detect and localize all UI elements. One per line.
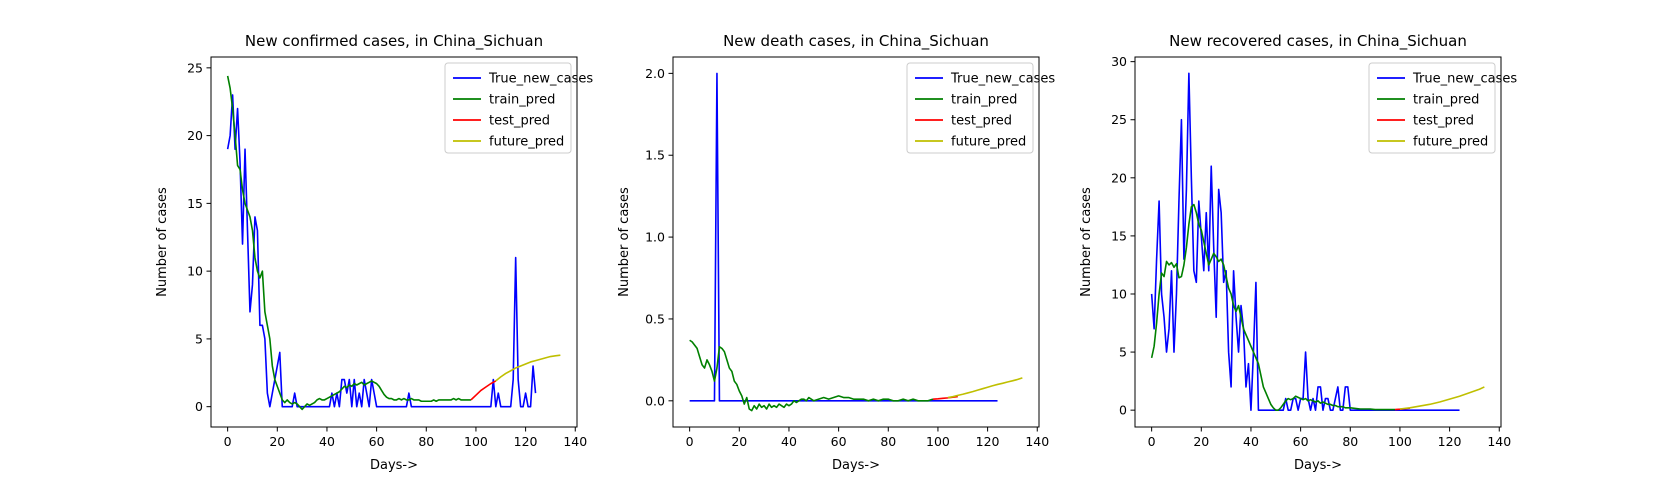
y-tick-label: 1.0 <box>645 230 665 245</box>
x-tick-label: 80 <box>880 434 896 449</box>
y-axis-label: Number of cases <box>1079 187 1094 297</box>
x-axis-label: Days-> <box>832 458 880 473</box>
y-axis-label: Number of cases <box>617 187 632 297</box>
y-tick-label: 0.0 <box>645 393 665 408</box>
y-tick-label: 0 <box>195 399 203 414</box>
series-line-train-pred <box>1150 203 1395 411</box>
legend-entry: train_pred <box>1413 93 1479 108</box>
x-tick-label: 20 <box>1193 434 1209 449</box>
x-tick-label: 60 <box>1293 434 1309 449</box>
plot-area <box>226 75 561 411</box>
legend-box <box>444 62 572 154</box>
series-line-true-new-cases <box>689 72 998 402</box>
legend: True_new_cases train_pred test_pred future_… <box>444 62 593 154</box>
chart-panel-3: New recovered cases, in China_Sichuan 0 20… <box>1079 32 1517 473</box>
axes-frame <box>210 56 578 428</box>
x-tick-label: 60 <box>369 434 385 449</box>
y-tick-label: 10 <box>187 264 203 279</box>
x-tick-label: 20 <box>731 434 747 449</box>
x-tick-label: 80 <box>1342 434 1358 449</box>
legend: True_new_cases train_pred test_pred future_… <box>1368 62 1517 154</box>
y-axis-label: Number of cases <box>155 187 170 297</box>
x-tick-label: 0 <box>224 434 232 449</box>
x-axis-label: Days-> <box>1294 458 1342 473</box>
series-line-future-pred <box>947 377 1023 399</box>
x-tick-label: 80 <box>418 434 434 449</box>
legend-entry: test_pred <box>951 114 1012 129</box>
y-tick-label: 15 <box>1111 228 1127 243</box>
legend-box <box>1368 62 1496 154</box>
y-tick-label: 15 <box>187 196 203 211</box>
plot-area <box>689 72 1023 412</box>
legend-entry: train_pred <box>951 93 1017 108</box>
series-line-future-pred <box>495 354 561 382</box>
series-line-train-pred <box>226 75 471 411</box>
series-line-true-new-cases <box>226 94 537 408</box>
x-tick-label: 140 <box>1487 434 1511 449</box>
legend-entry: future_pred <box>489 135 564 150</box>
x-tick-label: 40 <box>319 434 335 449</box>
x-axis-label: Days-> <box>370 458 418 473</box>
series-line-true-new-cases <box>1150 72 1460 411</box>
y-tick-label: 25 <box>1111 112 1127 127</box>
legend-entry: True_new_cases <box>950 72 1055 87</box>
x-tick-label: 40 <box>781 434 797 449</box>
x-tick-label: 140 <box>563 434 587 449</box>
y-tick-label: 20 <box>1111 170 1127 185</box>
y-tick-label: 5 <box>1119 345 1127 360</box>
legend-entry: future_pred <box>951 135 1026 150</box>
x-tick-label: 20 <box>269 434 285 449</box>
legend-entry: train_pred <box>489 93 555 108</box>
legend-box <box>906 62 1034 154</box>
x-tick-label: 100 <box>464 434 488 449</box>
legend-entry: True_new_cases <box>488 72 593 87</box>
y-tick-label: 1.5 <box>645 148 665 163</box>
x-tick-label: 120 <box>514 434 538 449</box>
x-tick-label: 40 <box>1243 434 1259 449</box>
legend-entry: future_pred <box>1413 135 1488 150</box>
series-line-future-pred <box>1399 386 1485 410</box>
x-tick-label: 0 <box>1148 434 1156 449</box>
chart-title: New death cases, in China_Sichuan <box>723 32 989 51</box>
axes-frame <box>672 56 1040 428</box>
y-tick-label: 10 <box>1111 286 1127 301</box>
y-tick-label: 0 <box>1119 403 1127 418</box>
x-tick-label: 120 <box>1438 434 1462 449</box>
x-tick-label: 100 <box>1388 434 1412 449</box>
y-tick-label: 25 <box>187 60 203 75</box>
series-line-test-pred <box>470 380 497 401</box>
chart-title: New recovered cases, in China_Sichuan <box>1169 32 1467 51</box>
x-tick-label: 140 <box>1025 434 1049 449</box>
y-tick-label: 30 <box>1111 54 1127 69</box>
y-tick-label: 5 <box>195 331 203 346</box>
legend-entry: test_pred <box>1413 114 1474 129</box>
y-tick-label: 0.5 <box>645 311 665 326</box>
legend: True_new_cases train_pred test_pred future_… <box>906 62 1055 154</box>
x-tick-label: 0 <box>686 434 694 449</box>
chart-title: New confirmed cases, in China_Sichuan <box>245 32 543 51</box>
x-tick-label: 100 <box>926 434 950 449</box>
series-line-train-pred <box>689 339 934 412</box>
x-tick-label: 60 <box>831 434 847 449</box>
axes-frame <box>1134 56 1502 428</box>
x-tick-label: 120 <box>976 434 1000 449</box>
y-tick-label: 20 <box>187 128 203 143</box>
legend-entry: test_pred <box>489 114 550 129</box>
chart-panel-1: New confirmed cases, in China_Sichuan 0 20… <box>155 32 593 473</box>
plot-area <box>1150 72 1485 411</box>
y-tick-label: 2.0 <box>645 66 665 81</box>
legend-entry: True_new_cases <box>1412 72 1517 87</box>
chart-panel-2: New death cases, in China_Sichuan 0 20 40 60… <box>617 32 1055 473</box>
